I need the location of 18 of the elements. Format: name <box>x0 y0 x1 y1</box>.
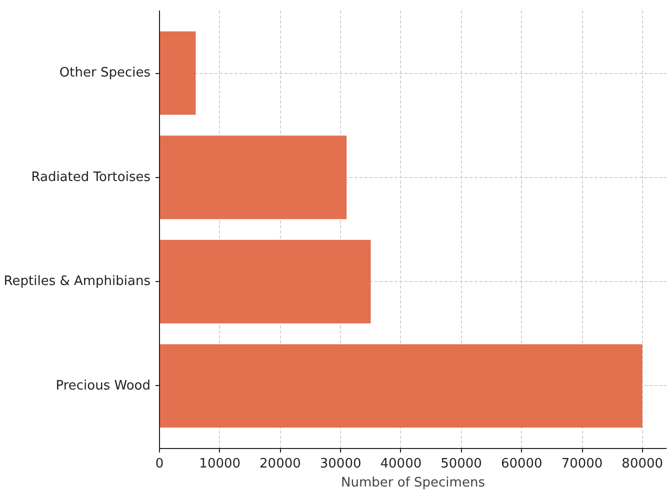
y-tick-label: Radiated Tortoises <box>31 170 151 185</box>
x-tick-label: 80000 <box>622 456 664 472</box>
y-tick-label: Precious Wood <box>56 378 151 394</box>
bar <box>160 136 347 220</box>
x-tick-label: 30000 <box>320 456 362 472</box>
y-tick-label: Reptiles & Amphibians <box>4 274 151 290</box>
x-tick-label: 10000 <box>199 456 241 472</box>
x-tick-label: 60000 <box>500 456 542 472</box>
x-tick-label: 70000 <box>561 456 603 472</box>
bar <box>160 31 196 115</box>
bar <box>160 344 642 428</box>
x-tick-label: 20000 <box>260 456 301 472</box>
y-tick-label: Other Species <box>59 66 151 81</box>
x-tick-label: 0 <box>155 456 164 472</box>
x-axis-title: Number of Specimens <box>341 476 486 490</box>
x-tick-label: 50000 <box>440 456 482 472</box>
bar <box>160 240 371 324</box>
x-tick-label: 40000 <box>380 456 422 472</box>
